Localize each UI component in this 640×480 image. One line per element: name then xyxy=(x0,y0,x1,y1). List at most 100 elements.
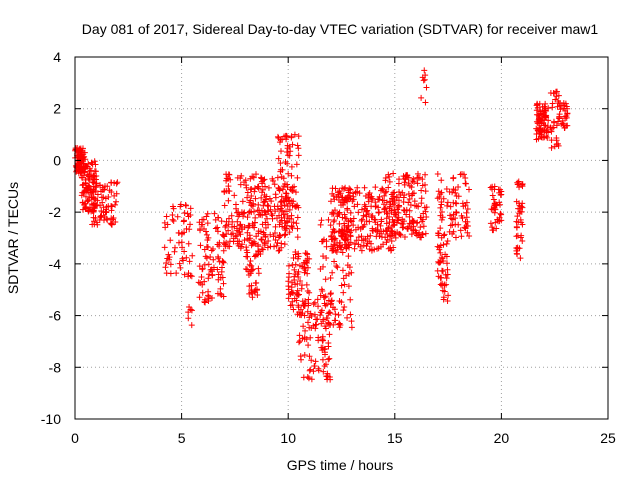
data-point xyxy=(252,195,259,202)
x-tick-label: 0 xyxy=(71,430,79,446)
data-point xyxy=(291,131,298,138)
data-point xyxy=(202,228,209,235)
data-point xyxy=(197,242,204,249)
data-point xyxy=(414,180,421,187)
data-point xyxy=(310,301,317,308)
data-point xyxy=(225,227,232,234)
data-point xyxy=(437,259,444,266)
data-point xyxy=(444,266,451,273)
data-point xyxy=(234,174,241,181)
data-point xyxy=(421,204,428,211)
data-point xyxy=(73,168,80,175)
data-point xyxy=(255,241,262,248)
data-point xyxy=(85,197,92,204)
data-point xyxy=(556,115,563,122)
data-point xyxy=(440,195,447,202)
data-point xyxy=(349,190,356,197)
data-point xyxy=(226,188,233,195)
data-point xyxy=(338,299,345,306)
data-point xyxy=(422,99,429,106)
data-point xyxy=(254,184,261,191)
data-point xyxy=(271,243,278,250)
data-point xyxy=(289,225,296,232)
data-point xyxy=(198,221,205,228)
data-point xyxy=(246,222,253,229)
data-point xyxy=(272,229,279,236)
data-point xyxy=(181,271,188,278)
data-point xyxy=(303,250,310,257)
data-point xyxy=(393,194,400,201)
data-point xyxy=(297,306,304,313)
data-point xyxy=(332,235,339,242)
data-point xyxy=(337,242,344,249)
data-point xyxy=(269,175,276,182)
data-point xyxy=(404,225,411,232)
data-point xyxy=(464,229,471,236)
data-point xyxy=(111,180,118,187)
data-point xyxy=(261,192,268,199)
data-point xyxy=(208,247,215,254)
data-point xyxy=(335,321,342,328)
data-point xyxy=(247,197,254,204)
data-point xyxy=(358,206,365,213)
data-point xyxy=(382,234,389,241)
data-point xyxy=(221,202,228,209)
data-point xyxy=(185,309,192,316)
data-point xyxy=(414,170,421,177)
data-point xyxy=(287,200,294,207)
data-point xyxy=(355,209,362,216)
data-point xyxy=(358,237,365,244)
data-point xyxy=(438,209,445,216)
data-point xyxy=(272,191,279,198)
data-point xyxy=(253,171,260,178)
data-point xyxy=(315,303,322,310)
data-point xyxy=(225,215,232,222)
data-point xyxy=(388,237,395,244)
data-point xyxy=(243,182,250,189)
data-point xyxy=(317,221,324,228)
data-point xyxy=(78,163,85,170)
data-point xyxy=(450,174,457,181)
data-point xyxy=(449,221,456,228)
data-point xyxy=(354,189,361,196)
data-point xyxy=(444,199,451,206)
data-point xyxy=(329,269,336,276)
data-point xyxy=(214,266,221,273)
data-point xyxy=(491,209,498,216)
data-point xyxy=(291,266,298,273)
data-point xyxy=(270,233,277,240)
data-point xyxy=(347,195,354,202)
data-point xyxy=(397,191,404,198)
data-point xyxy=(407,202,414,209)
data-point xyxy=(350,222,357,229)
data-point xyxy=(350,196,357,203)
data-point xyxy=(358,217,365,224)
data-point xyxy=(187,306,194,313)
data-point xyxy=(383,215,390,222)
data-point xyxy=(360,212,367,219)
plot-frame xyxy=(74,56,609,420)
data-point xyxy=(492,219,499,226)
data-point xyxy=(244,214,251,221)
data-point xyxy=(444,238,451,245)
data-point xyxy=(372,184,379,191)
data-point xyxy=(414,174,421,181)
data-point xyxy=(215,255,222,262)
data-point xyxy=(286,152,293,159)
data-point xyxy=(72,146,79,153)
data-point xyxy=(435,230,442,237)
data-point xyxy=(329,236,336,243)
data-point xyxy=(320,368,327,375)
data-point xyxy=(300,323,307,330)
data-point xyxy=(80,181,87,188)
data-point xyxy=(75,149,82,156)
data-point xyxy=(498,217,505,224)
data-point xyxy=(400,224,407,231)
data-point xyxy=(237,221,244,228)
data-point xyxy=(497,201,504,208)
data-point xyxy=(180,218,187,225)
data-point xyxy=(403,211,410,218)
data-point xyxy=(413,220,420,227)
data-point xyxy=(231,192,238,199)
data-point xyxy=(561,125,568,132)
